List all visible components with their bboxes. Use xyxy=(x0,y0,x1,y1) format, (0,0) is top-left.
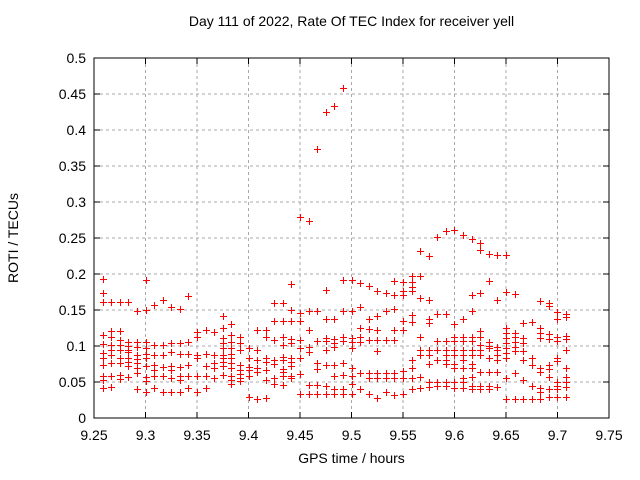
y-tick-label: 0.1 xyxy=(67,338,87,354)
x-tick-label: 9.75 xyxy=(595,427,622,443)
plot-frame xyxy=(93,57,610,419)
x-axis-label: GPS time / hours xyxy=(298,450,405,466)
x-tick-label: 9.55 xyxy=(389,427,416,443)
scatter-points xyxy=(100,85,570,403)
y-tick-label: 0.2 xyxy=(67,266,87,282)
x-tick-label: 9.7 xyxy=(548,427,568,443)
y-tick-label: 0.5 xyxy=(67,50,87,66)
y-tick-label: 0.35 xyxy=(59,158,86,174)
chart-title: Day 111 of 2022, Rate Of TEC Index for r… xyxy=(188,13,515,29)
y-tick-label: 0.05 xyxy=(59,374,86,390)
x-tick-label: 9.25 xyxy=(80,427,107,443)
axes xyxy=(93,57,610,419)
x-tick-label: 9.4 xyxy=(239,427,259,443)
y-tick-label: 0.4 xyxy=(67,122,87,138)
y-tick-label: 0 xyxy=(78,410,86,426)
x-tick-label: 9.65 xyxy=(492,427,519,443)
data-markers xyxy=(100,85,570,403)
y-tick-label: 0.15 xyxy=(59,302,86,318)
x-tick-label: 9.45 xyxy=(286,427,313,443)
y-tick-label: 0.45 xyxy=(59,86,86,102)
x-tick-label: 9.35 xyxy=(183,427,210,443)
x-tick-label: 9.5 xyxy=(342,427,362,443)
x-tick-label: 9.3 xyxy=(136,427,156,443)
y-tick-label: 0.25 xyxy=(59,230,86,246)
tick-labels: 9.25 9.3 9.35 9.4 9.45 9.5 9.55 9.6 9.65 9.7 9.75 0… xyxy=(59,50,623,443)
x-tick-label: 9.6 xyxy=(445,427,465,443)
y-tick-label: 0.3 xyxy=(67,194,87,210)
